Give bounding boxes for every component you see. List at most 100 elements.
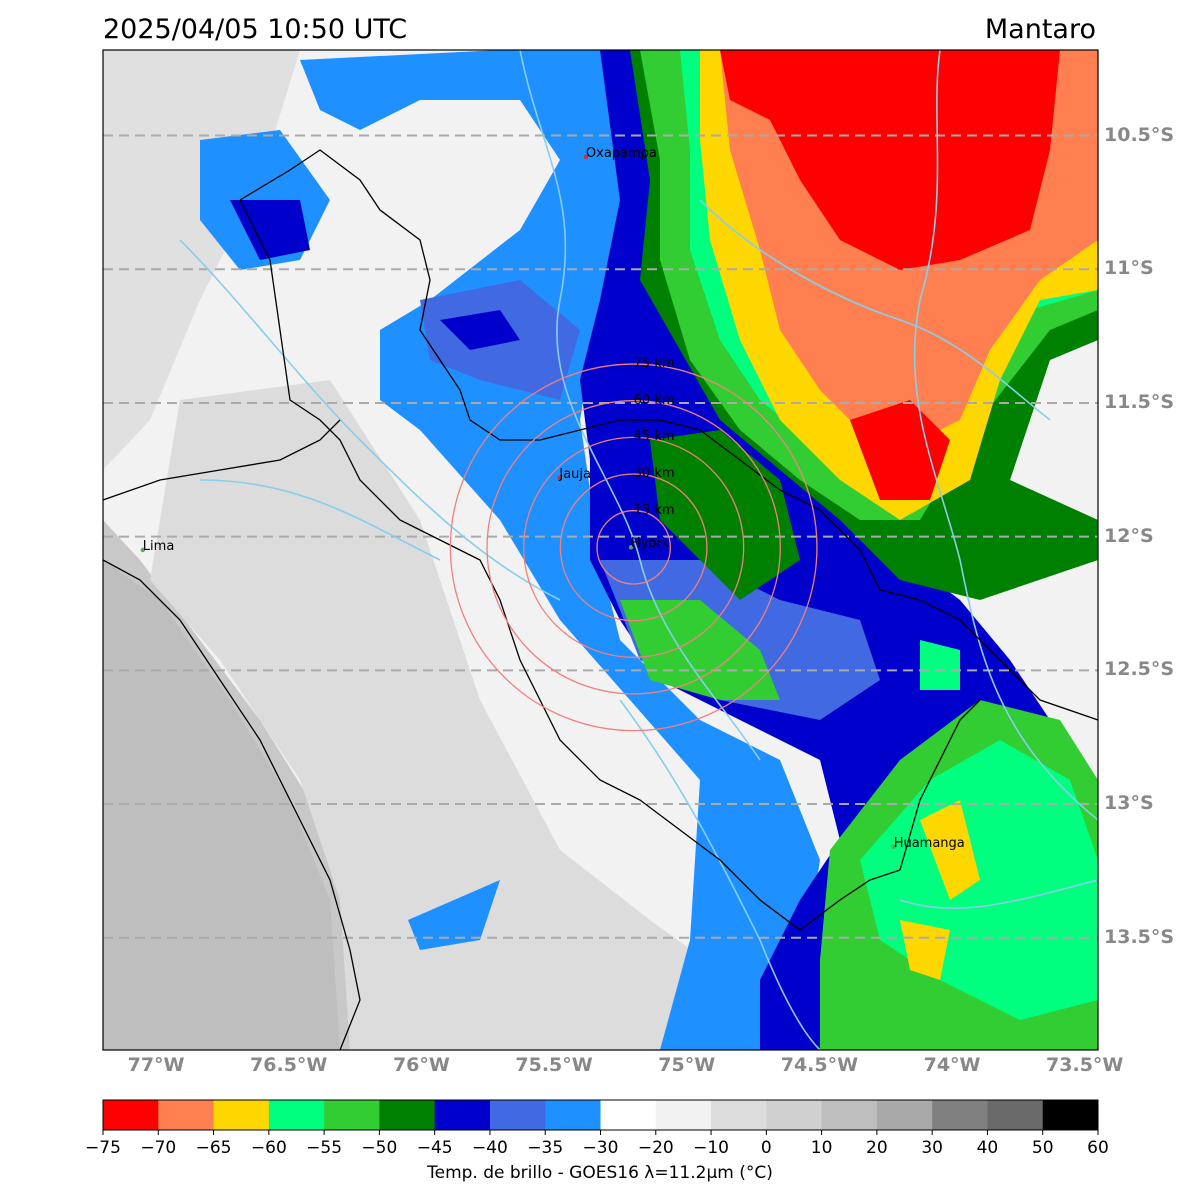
place-markers	[140, 154, 896, 849]
colorbar-segment	[932, 1100, 988, 1130]
colorbar-segment	[600, 1100, 657, 1130]
place-marker	[140, 547, 145, 553]
ring-label: 45 km	[633, 429, 675, 445]
highland-clear-region	[150, 380, 760, 1050]
colorbar-segment	[213, 1100, 270, 1130]
range-ring	[596, 510, 671, 585]
range-rings	[449, 363, 818, 732]
cloud-cell-minus60	[920, 640, 960, 690]
lat-label: 11°S	[1104, 257, 1154, 280]
lon-label: 75.5°W	[515, 1054, 593, 1076]
cloud-cluster-south	[408, 880, 500, 950]
colorbar-segment	[987, 1100, 1044, 1130]
lat-label: 12°S	[1104, 524, 1154, 547]
place-label: Oxapampa	[585, 145, 657, 161]
river-southeast	[899, 879, 1098, 910]
border-junin-north	[239, 149, 1098, 721]
colorbar-tick-label: 20	[866, 1138, 888, 1158]
colorbar-tick-label: 0	[760, 1138, 772, 1158]
colorbar-tick-label: −50	[361, 1138, 398, 1158]
region-borders	[103, 149, 1098, 1050]
colorbar-tick-label: 40	[976, 1138, 999, 1158]
lon-label: 75°W	[658, 1054, 716, 1076]
place-label: Hyork	[631, 536, 670, 552]
border-lima	[103, 419, 341, 501]
colorbar-tick-label: −55	[306, 1138, 343, 1158]
ring-label: 75 km	[633, 356, 675, 372]
river-east	[913, 50, 1098, 821]
colorbar-segment	[655, 1100, 712, 1130]
colorbar-segment	[268, 1100, 325, 1130]
place-label: Jauja	[559, 466, 591, 482]
colorbar-segment	[545, 1100, 601, 1130]
rivers	[179, 50, 1098, 1050]
colorbar-segment	[1042, 1100, 1099, 1130]
colorbar-segment	[821, 1100, 878, 1130]
lon-label: 73.5°W	[1046, 1054, 1124, 1076]
river-west	[179, 239, 561, 601]
cloud-se-minus65-b	[900, 920, 950, 980]
colorbar-segment	[158, 1100, 215, 1130]
colorbar-tick-label: −65	[195, 1138, 232, 1158]
lat-label: 13.5°S	[1104, 925, 1175, 948]
river-mantaro	[519, 50, 761, 761]
place-label: Huamanga	[893, 835, 965, 851]
colorbar-segment	[489, 1100, 546, 1130]
colorbar-tick-label: 50	[1031, 1138, 1054, 1158]
lon-label: 76.5°W	[250, 1054, 328, 1076]
colorbar-tick-label: −40	[471, 1138, 508, 1158]
colorbar-tick-label: −60	[250, 1138, 287, 1158]
map-layers	[103, 50, 1098, 1050]
place-marker	[891, 844, 896, 849]
range-ring	[523, 436, 745, 658]
lon-label: 77°W	[127, 1054, 185, 1076]
cloud-minus75-core-south	[850, 400, 950, 500]
cloud-minus75-core-north	[720, 50, 1060, 270]
colorbar-segment	[766, 1100, 823, 1130]
cloud-minus50-west	[650, 430, 800, 600]
colorbar-label: Temp. de brillo - GOES16 λ=11.2μm (°C)	[427, 1163, 773, 1183]
lon-label: 74°W	[923, 1054, 981, 1076]
lon-label: 76°W	[392, 1054, 450, 1076]
colorbar-segment	[379, 1100, 436, 1130]
river-south	[619, 699, 821, 1050]
colorbar	[102, 1099, 1099, 1135]
colorbar-tick-label: −70	[140, 1138, 177, 1158]
colorbar-tick-label: −35	[527, 1138, 564, 1158]
lat-label: 10.5°S	[1104, 123, 1175, 146]
colorbar-tick-label: −10	[693, 1138, 729, 1158]
colorbar-tick-label: −45	[416, 1138, 453, 1158]
colorbar-segment	[434, 1100, 491, 1130]
lat-label: 12.5°S	[1104, 658, 1175, 681]
colorbar-segment	[711, 1100, 767, 1130]
cloud-minus55-south	[620, 600, 780, 700]
map-frame	[102, 49, 1099, 1051]
colorbar-segment	[103, 1100, 159, 1130]
lat-label: 13°S	[1104, 792, 1154, 814]
place-marker	[628, 545, 634, 550]
colorbar-tick-label: 10	[810, 1138, 833, 1158]
place-marker	[583, 154, 589, 160]
latitude-gridlines	[103, 134, 1098, 939]
colorbar-tick-label: 30	[921, 1138, 943, 1158]
colorbar-tick-label: −30	[582, 1138, 619, 1158]
colorbar-segment	[876, 1100, 933, 1130]
range-ring	[486, 400, 781, 695]
ring-label: 60 km	[633, 392, 675, 408]
place-label: Lima	[142, 539, 175, 554]
cloud-cluster-north-core	[230, 200, 310, 260]
range-ring	[559, 473, 708, 622]
border-junin-south	[239, 199, 901, 931]
place-marker	[557, 475, 562, 481]
river-rimac	[199, 479, 441, 561]
river-ene	[699, 199, 1051, 421]
range-ring	[449, 363, 818, 732]
colorbar-segment	[324, 1100, 380, 1130]
cloud-cluster-center-core	[440, 310, 520, 350]
ring-label: 30 km	[633, 466, 675, 481]
colorbar-tick-label: −75	[85, 1138, 121, 1158]
region-title: Mantaro	[984, 14, 1096, 45]
colorbar-tick-label: −20	[637, 1138, 674, 1158]
lat-label: 11.5°S	[1104, 390, 1175, 413]
